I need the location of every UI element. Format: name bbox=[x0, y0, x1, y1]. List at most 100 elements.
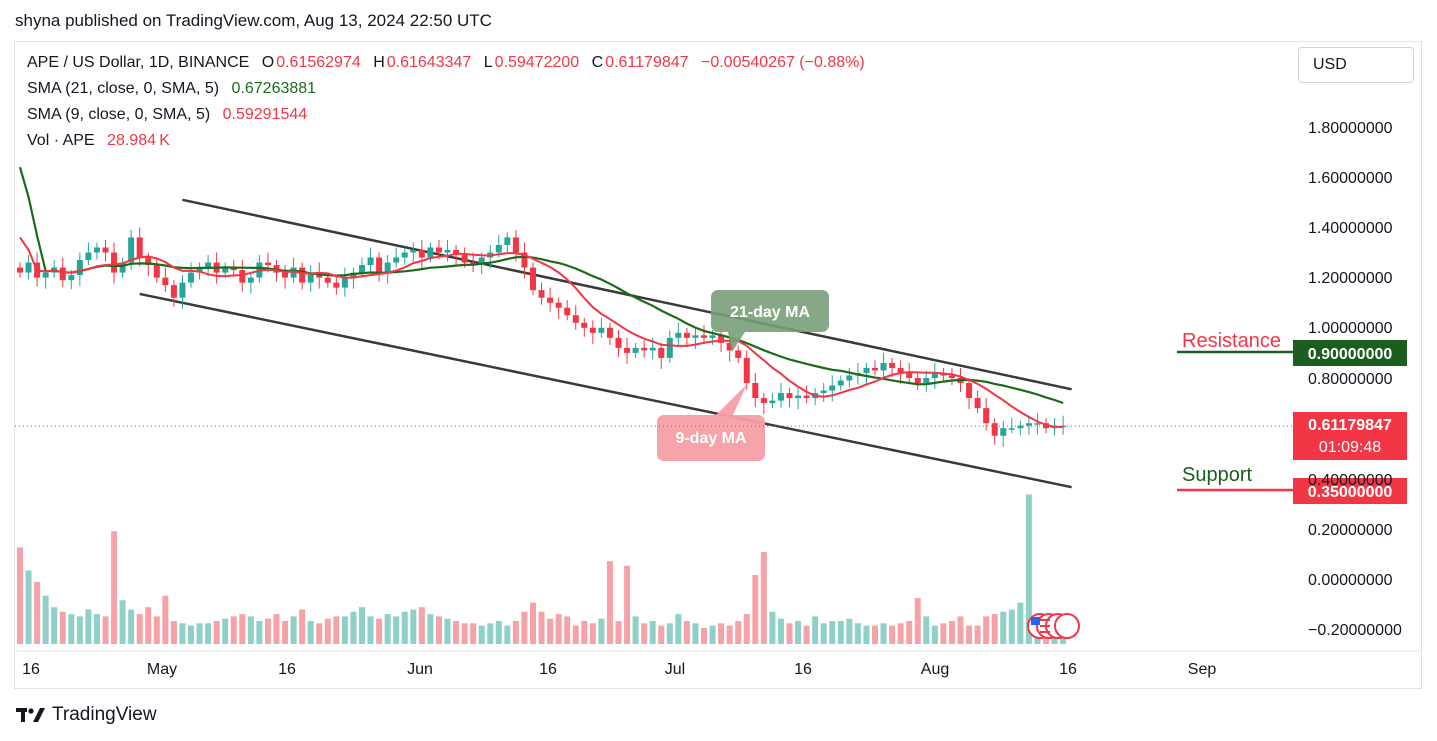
volume-bar bbox=[282, 621, 289, 644]
volume-bar bbox=[649, 621, 656, 644]
candle-body bbox=[435, 247, 442, 253]
x-tick-label: 16 bbox=[1059, 661, 1077, 678]
candle-body bbox=[68, 275, 75, 281]
axes: 1.80000000 1.60000000 1.40000000 1.20000000… bbox=[15, 120, 1421, 678]
volume-bar bbox=[931, 625, 938, 644]
x-tick-label: Jun bbox=[407, 661, 433, 678]
candle-body bbox=[948, 375, 955, 378]
candle-body bbox=[547, 297, 554, 303]
candle-body bbox=[718, 335, 725, 343]
volume-bar bbox=[530, 602, 536, 644]
candle-body bbox=[290, 267, 297, 278]
candle-body bbox=[598, 327, 605, 333]
candle-body bbox=[59, 267, 66, 281]
volume-bar bbox=[239, 614, 246, 644]
volume-bar bbox=[359, 607, 365, 644]
volume-bar bbox=[495, 621, 502, 644]
resistance-price-text: 0.90000000 bbox=[1308, 346, 1393, 363]
volume-bar bbox=[983, 616, 990, 644]
y-tick-label: 0.20000000 bbox=[1308, 522, 1393, 539]
legend-l-label: L bbox=[483, 54, 493, 71]
volume-bar bbox=[889, 625, 896, 644]
chart-frame[interactable] bbox=[14, 41, 1422, 689]
y-tick-label: 0.00000000 bbox=[1308, 572, 1393, 589]
volume-bar bbox=[820, 623, 827, 644]
volume-bar bbox=[854, 623, 861, 644]
ma21-callout-text: 21-day MA bbox=[730, 304, 810, 321]
volume-bar bbox=[974, 625, 981, 644]
volume-bar bbox=[470, 623, 477, 644]
volume-bar bbox=[25, 570, 32, 644]
volume-bar bbox=[504, 625, 511, 644]
volume-label: Vol · APE bbox=[27, 132, 95, 149]
volume-bar bbox=[273, 614, 280, 644]
volume-bar bbox=[743, 614, 750, 644]
legend-sma9[interactable]: SMA (9, close, 0, SMA, 5) 0.59291544 bbox=[27, 106, 309, 124]
volume-bar bbox=[512, 621, 519, 644]
volume-bar bbox=[34, 581, 41, 644]
candle-body bbox=[1034, 423, 1041, 425]
candle-body bbox=[1017, 425, 1024, 429]
volume-bar bbox=[367, 616, 374, 644]
volume-bar bbox=[624, 565, 631, 644]
candle-body bbox=[179, 282, 186, 298]
candle-body bbox=[393, 257, 400, 263]
volume-bar bbox=[145, 607, 152, 644]
candle-body bbox=[632, 347, 639, 353]
volume-bar bbox=[401, 611, 408, 644]
volume-bar bbox=[872, 625, 878, 644]
candle-body bbox=[162, 277, 169, 286]
candle-body bbox=[367, 257, 374, 266]
volume-bar bbox=[162, 595, 169, 644]
volume-bar bbox=[718, 623, 725, 644]
volume-bar bbox=[341, 616, 348, 644]
candle-body bbox=[170, 285, 177, 298]
support-price-text: 0.35000000 bbox=[1308, 484, 1393, 501]
legend-ohlc: APE / US Dollar, 1D, BINANCE O 0.61562974… bbox=[27, 54, 867, 72]
volume-bar bbox=[880, 623, 887, 644]
currency-selector[interactable]: USD bbox=[1298, 47, 1414, 83]
candle-body bbox=[820, 390, 827, 394]
candle-body bbox=[692, 335, 699, 338]
volume-bar bbox=[264, 618, 271, 644]
last-price-tag bbox=[1293, 412, 1407, 460]
volume-bar bbox=[384, 614, 391, 644]
candle-body bbox=[25, 262, 32, 273]
volume-bar bbox=[906, 621, 913, 644]
sma9-value: 0.59291544 bbox=[222, 106, 308, 123]
candle-body bbox=[42, 272, 49, 278]
volume-bar bbox=[42, 595, 49, 644]
x-tick-label: Jul bbox=[665, 661, 685, 678]
channel-upper-line bbox=[182, 198, 1072, 391]
candle-body bbox=[726, 342, 733, 351]
candle-body bbox=[675, 332, 682, 338]
candle-body bbox=[555, 302, 562, 308]
legend-volume[interactable]: Vol · APE 28.984 K bbox=[27, 132, 172, 150]
candle-body bbox=[282, 272, 289, 278]
volume-bar bbox=[829, 621, 836, 644]
volume-bar bbox=[290, 616, 297, 644]
volume-bar bbox=[17, 547, 23, 644]
legend-sma21[interactable]: SMA (21, close, 0, SMA, 5) 0.67263881 bbox=[27, 80, 318, 98]
candle-body bbox=[538, 290, 545, 298]
volume-bar bbox=[68, 614, 75, 644]
candle-body bbox=[786, 393, 793, 399]
volume-bar bbox=[76, 616, 83, 644]
footer-brand: TradingView bbox=[52, 704, 157, 725]
candle-body bbox=[1000, 428, 1007, 436]
volume-bar bbox=[230, 616, 237, 644]
volume-bar bbox=[683, 621, 690, 644]
volume-bar bbox=[914, 598, 921, 644]
y-tick-label: 0.80000000 bbox=[1308, 371, 1393, 388]
legend-close: 0.61179847 bbox=[605, 54, 689, 71]
x-tick-label: 16 bbox=[539, 661, 557, 678]
volume-bar bbox=[863, 625, 870, 644]
candle-body bbox=[572, 315, 579, 323]
volume-bar bbox=[658, 625, 665, 644]
candle-body bbox=[991, 423, 998, 436]
candle-body bbox=[889, 362, 896, 368]
volume-bar bbox=[307, 621, 314, 644]
candle-body bbox=[709, 335, 716, 338]
volume-bar bbox=[991, 614, 998, 644]
